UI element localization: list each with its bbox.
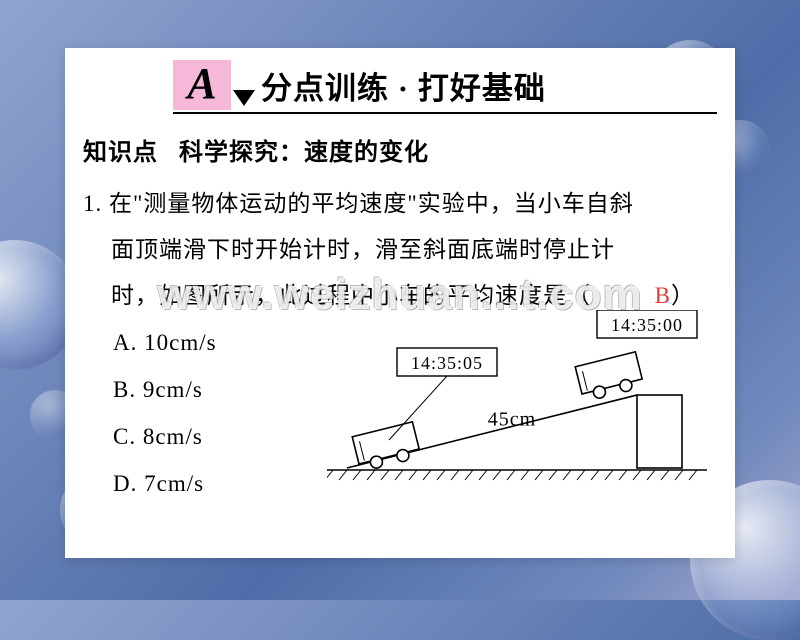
question-line3: 时，如图所示，此过程中小车的平均速度是（ bbox=[111, 283, 591, 308]
svg-text:45cm: 45cm bbox=[488, 408, 536, 430]
triangle-icon bbox=[233, 90, 255, 106]
kp-title: 科学探究：速度的变化 bbox=[179, 140, 429, 166]
question-block: 1. 在"测量物体运动的平均速度"实验中，当小车自斜 面顶端滑下时开始计时，滑至… bbox=[83, 181, 717, 508]
question-line1: 在"测量物体运动的平均速度"实验中，当小车自斜 bbox=[109, 191, 634, 216]
question-number: 1. bbox=[83, 191, 102, 216]
header-title: 分点训练 · 打好基础 bbox=[261, 63, 546, 110]
kp-label: 知识点 bbox=[83, 140, 158, 166]
svg-text:14:35:05: 14:35:05 bbox=[411, 353, 483, 373]
question-line2: 面顶端滑下时开始计时，滑至斜面底端时停止计 bbox=[83, 227, 717, 273]
svg-text:14:35:00: 14:35:00 bbox=[611, 315, 683, 335]
section-header: A 分点训练 · 打好基础 bbox=[173, 60, 717, 114]
physics-diagram: 45cm 14:35:00 14:35:05 bbox=[327, 310, 707, 490]
knowledge-point-line: 知识点 科学探究：速度的变化 bbox=[83, 132, 717, 167]
badge-letter: A bbox=[173, 60, 231, 110]
content-card: A 分点训练 · 打好基础 知识点 科学探究：速度的变化 1. 在"测量物体运动… bbox=[65, 48, 735, 558]
